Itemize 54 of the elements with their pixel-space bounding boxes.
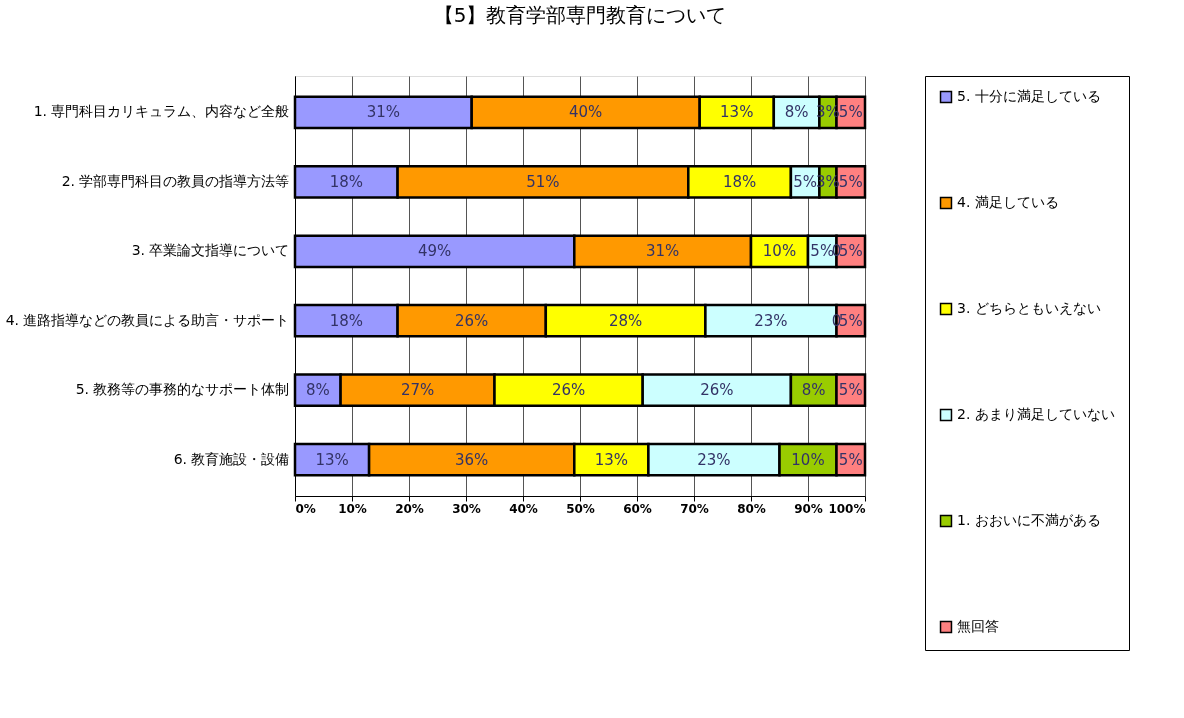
- y-tick-label: 4. 進路指導などの教員による助言・サポート: [5, 311, 290, 328]
- legend-label: 3. どちらともいえない: [957, 300, 1101, 316]
- data-label: 23%: [697, 450, 731, 469]
- data-label: 13%: [594, 450, 629, 469]
- x-tick-label: 30%: [452, 501, 481, 516]
- data-label: 13%: [315, 450, 349, 469]
- legend-label: 2. あまり満足していない: [957, 406, 1115, 422]
- chart-title: 【5】教育学部専門教育について: [433, 2, 727, 27]
- data-label: 18%: [329, 172, 363, 191]
- y-tick-label: 6. 教育施設・設備: [173, 450, 290, 467]
- data-label: 0: [831, 311, 842, 330]
- data-label: 40%: [569, 103, 603, 122]
- data-label: 26%: [700, 381, 734, 400]
- data-label: 5%: [838, 172, 863, 191]
- data-label: 10%: [791, 450, 825, 469]
- x-tick-label: 40%: [509, 501, 538, 516]
- x-tick-label: 80%: [737, 501, 766, 516]
- data-label: 8%: [784, 103, 809, 122]
- data-label: 51%: [526, 172, 560, 191]
- data-label: 5%: [838, 381, 863, 400]
- data-label: 28%: [608, 311, 643, 330]
- x-tick-label: 20%: [395, 501, 424, 516]
- data-label: 23%: [754, 311, 788, 330]
- x-tick-label: 60%: [623, 501, 652, 516]
- data-label: 27%: [400, 381, 435, 400]
- legend-label: 5. 十分に満足している: [957, 88, 1101, 104]
- y-tick-label: 3. 卒業論文指導について: [131, 242, 290, 259]
- data-label: 49%: [417, 242, 452, 261]
- data-label: 18%: [329, 311, 363, 330]
- x-tick-label: 0%: [295, 501, 316, 516]
- data-label: 5%: [838, 450, 863, 469]
- data-label: 8%: [801, 381, 826, 400]
- data-label: 31%: [366, 103, 401, 122]
- x-tick-label: 70%: [680, 501, 709, 516]
- data-label: 13%: [720, 103, 754, 122]
- x-tick-label: 90%: [794, 501, 823, 516]
- data-label: 8%: [305, 381, 330, 400]
- x-tick-label: 50%: [566, 501, 595, 516]
- y-tick-label: 2. 学部専門科目の教員の指導方法等: [61, 172, 290, 189]
- data-label: 26%: [455, 311, 489, 330]
- data-label: 5%: [793, 172, 818, 191]
- legend-label: 無回答: [957, 618, 999, 634]
- data-label: 36%: [455, 450, 489, 469]
- data-label: 10%: [762, 242, 797, 261]
- y-tick-label: 5. 教務等の事務的なサポート体制: [75, 381, 290, 398]
- x-tick-label: 10%: [338, 501, 367, 516]
- legend-label: 4. 満足している: [957, 194, 1059, 210]
- data-label: 18%: [722, 172, 757, 191]
- data-label: 26%: [551, 381, 586, 400]
- data-label: 5%: [838, 103, 863, 122]
- legend-label: 1. おおいに不満がある: [957, 512, 1101, 528]
- data-label: 31%: [645, 242, 680, 261]
- x-tick-label: 100%: [828, 501, 866, 516]
- y-tick-label: 1. 専門科目カリキュラム、内容など全般: [33, 103, 290, 120]
